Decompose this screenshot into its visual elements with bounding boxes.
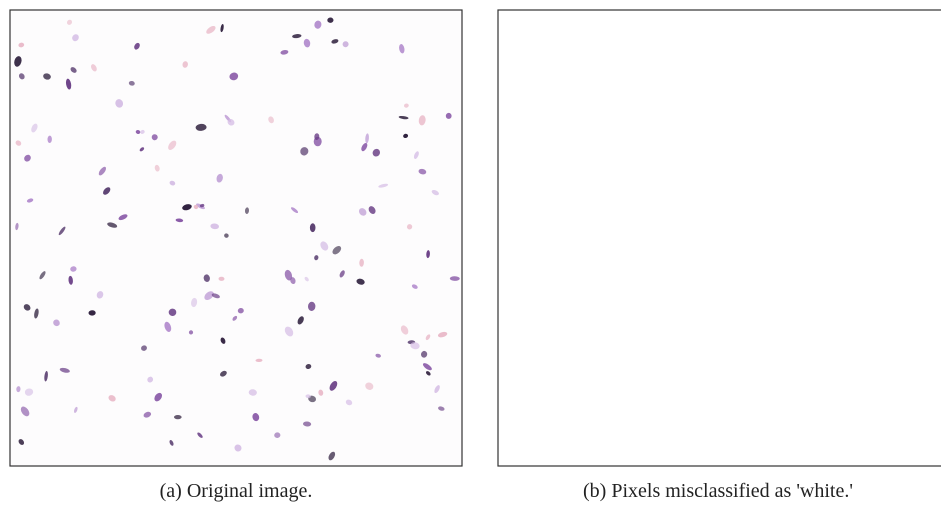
caption: (b) Pixels misclassified as 'white.' [558, 480, 878, 503]
figure-images [0, 0, 941, 475]
figure: (a) Original image. (b) Pixels misclassi… [0, 0, 941, 510]
caption: (a) Original image. [96, 480, 376, 503]
misclassified-image [498, 10, 941, 466]
image-frame [498, 10, 941, 466]
original-image [10, 10, 462, 466]
nucleus [174, 415, 182, 419]
